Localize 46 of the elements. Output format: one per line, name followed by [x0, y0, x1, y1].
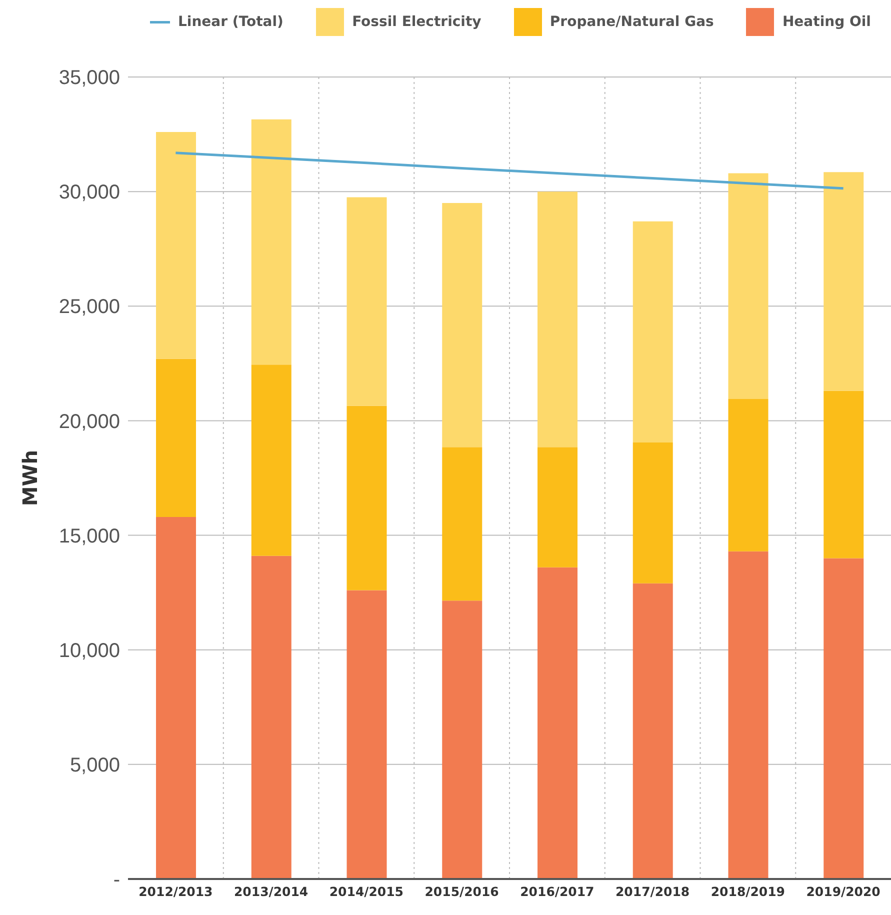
- y-tick-label: 15,000: [58, 525, 120, 548]
- x-tick-label: 2016/2017: [520, 884, 594, 899]
- y-tick-label: 5,000: [70, 754, 120, 777]
- bar: [346, 197, 387, 406]
- line-series: [174, 152, 845, 190]
- bar: [251, 364, 292, 556]
- bar: [824, 390, 864, 558]
- legend-label: Propane/Natural Gas: [550, 14, 714, 30]
- bar: [156, 516, 196, 879]
- bar: [538, 567, 578, 879]
- bar: [156, 358, 196, 517]
- y-tick-label: 20,000: [58, 410, 120, 433]
- legend-label: Fossil Electricity: [352, 14, 482, 30]
- x-tick-label: 2018/2019: [710, 884, 786, 899]
- legend-label: Heating Oil: [782, 14, 871, 30]
- bar: [538, 447, 578, 568]
- x-tick-label: 2019/2020: [806, 884, 881, 899]
- bar: [442, 203, 482, 448]
- bar: [728, 551, 768, 879]
- y-tick-label: 25,000: [58, 296, 120, 318]
- bar: [251, 556, 292, 879]
- y-tick-label: 10,000: [58, 640, 120, 662]
- bar: [442, 447, 482, 601]
- bar: [538, 192, 578, 448]
- bar: [728, 173, 768, 399]
- y-tick-label: 30,000: [58, 182, 120, 204]
- x-tick-label: 2017/2018: [615, 884, 690, 899]
- x-tick-label: 2013/2014: [234, 884, 308, 899]
- bar: [728, 398, 768, 552]
- bar: [156, 132, 196, 359]
- bar: [632, 221, 673, 442]
- x-tick-label: 2014/2015: [329, 884, 404, 899]
- bar: [824, 558, 864, 879]
- y-tick-label: -: [113, 869, 120, 892]
- bar: [632, 442, 673, 584]
- y-axis-title: MWh: [18, 450, 42, 506]
- x-tick-label: 2015/2016: [424, 884, 500, 899]
- legend-label: Linear (Total): [178, 14, 284, 30]
- y-tick-label: 35,000: [58, 67, 120, 90]
- bar: [824, 172, 864, 391]
- bar: [346, 590, 387, 879]
- x-tick-label: 2012/2013: [138, 884, 213, 899]
- bar: [442, 600, 482, 879]
- bar: [251, 119, 292, 365]
- bar: [346, 406, 387, 590]
- bar: [632, 583, 673, 879]
